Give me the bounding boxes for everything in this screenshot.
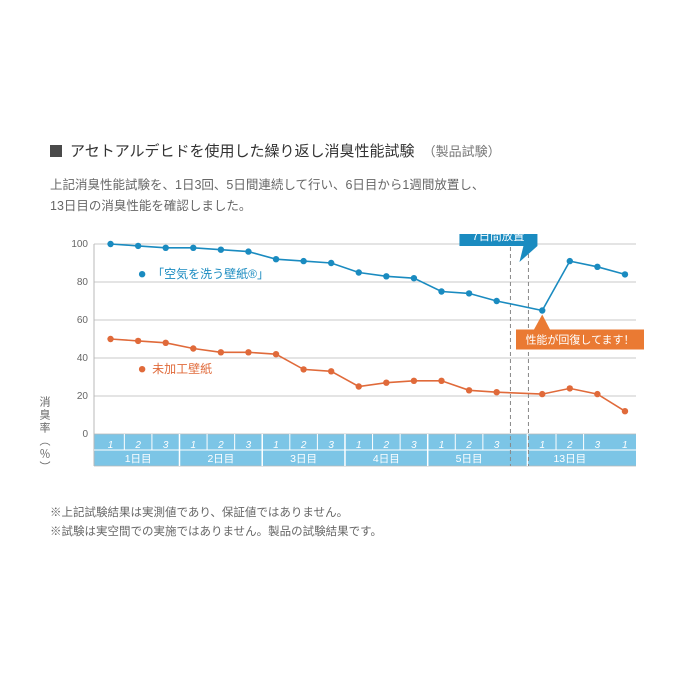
line-chart: 0 20 40 60 80 100 1 2 3 1 2 3 1 2 3 1 2 3 1 2 3 1 2 3 1 1日目 2日目 3日目… (56, 234, 646, 494)
svg-text:性能が回復してます！: 性能が回復してます！ (525, 332, 634, 346)
desc-line-1: 上記消臭性能試験を、1日3回、5日間連続して行い、6日目から1週間放置し、 (50, 175, 650, 196)
svg-text:3: 3 (494, 440, 500, 451)
y-axis-label: 消臭率（％） (36, 396, 52, 474)
chart-title: アセトアルデヒドを使用した繰り返し消臭性能試験 (70, 140, 415, 161)
svg-text:1日目: 1日目 (125, 453, 152, 465)
footnote-2: ※試験は実空間での実施ではありません。製品の試験結果です。 (50, 523, 650, 543)
svg-text:40: 40 (77, 353, 89, 364)
svg-text:7日間放置: 7日間放置 (472, 234, 524, 243)
svg-text:2: 2 (134, 440, 141, 451)
svg-text:3: 3 (411, 440, 417, 451)
svg-text:80: 80 (77, 277, 89, 288)
svg-text:0: 0 (82, 429, 88, 440)
chart-container: 消臭率（％） 02040608010012312312312312312311日… (56, 234, 646, 494)
svg-text:2: 2 (383, 440, 390, 451)
svg-text:4日目: 4日目 (373, 453, 400, 465)
chart-title-row: アセトアルデヒドを使用した繰り返し消臭性能試験 （製品試験） (50, 140, 650, 161)
svg-text:3: 3 (595, 440, 601, 451)
svg-text:「空気を洗う壁紙®」: 「空気を洗う壁紙®」 (152, 266, 269, 281)
svg-text:1: 1 (108, 440, 114, 451)
chart-title-suffix: （製品試験） (423, 141, 501, 160)
svg-text:2日目: 2日目 (207, 453, 234, 465)
svg-text:100: 100 (71, 239, 88, 250)
svg-text:1: 1 (539, 440, 545, 451)
svg-text:1: 1 (273, 440, 279, 451)
svg-text:2: 2 (566, 440, 573, 451)
svg-text:未加工壁紙: 未加工壁紙 (152, 361, 212, 376)
svg-text:3: 3 (328, 440, 334, 451)
desc-line-2: 13日目の消臭性能を確認しました。 (50, 196, 650, 217)
svg-text:2: 2 (217, 440, 224, 451)
svg-text:2: 2 (300, 440, 307, 451)
svg-text:3: 3 (163, 440, 169, 451)
svg-text:1: 1 (191, 440, 197, 451)
chart-description: 上記消臭性能試験を、1日3回、5日間連続して行い、6日目から1週間放置し、 13… (50, 175, 650, 218)
svg-text:13日目: 13日目 (553, 453, 586, 465)
svg-text:3: 3 (246, 440, 252, 451)
svg-text:20: 20 (77, 391, 89, 402)
svg-text:60: 60 (77, 315, 89, 326)
title-bullet (50, 145, 62, 157)
svg-text:1: 1 (356, 440, 362, 451)
svg-text:3日目: 3日目 (290, 453, 317, 465)
svg-text:1: 1 (439, 440, 445, 451)
svg-text:5日目: 5日目 (456, 453, 483, 465)
svg-text:2: 2 (465, 440, 472, 451)
svg-text:1: 1 (622, 440, 628, 451)
footnotes: ※上記試験結果は実測値であり、保証値ではありません。 ※試験は実空間での実施では… (50, 504, 650, 543)
footnote-1: ※上記試験結果は実測値であり、保証値ではありません。 (50, 504, 650, 524)
